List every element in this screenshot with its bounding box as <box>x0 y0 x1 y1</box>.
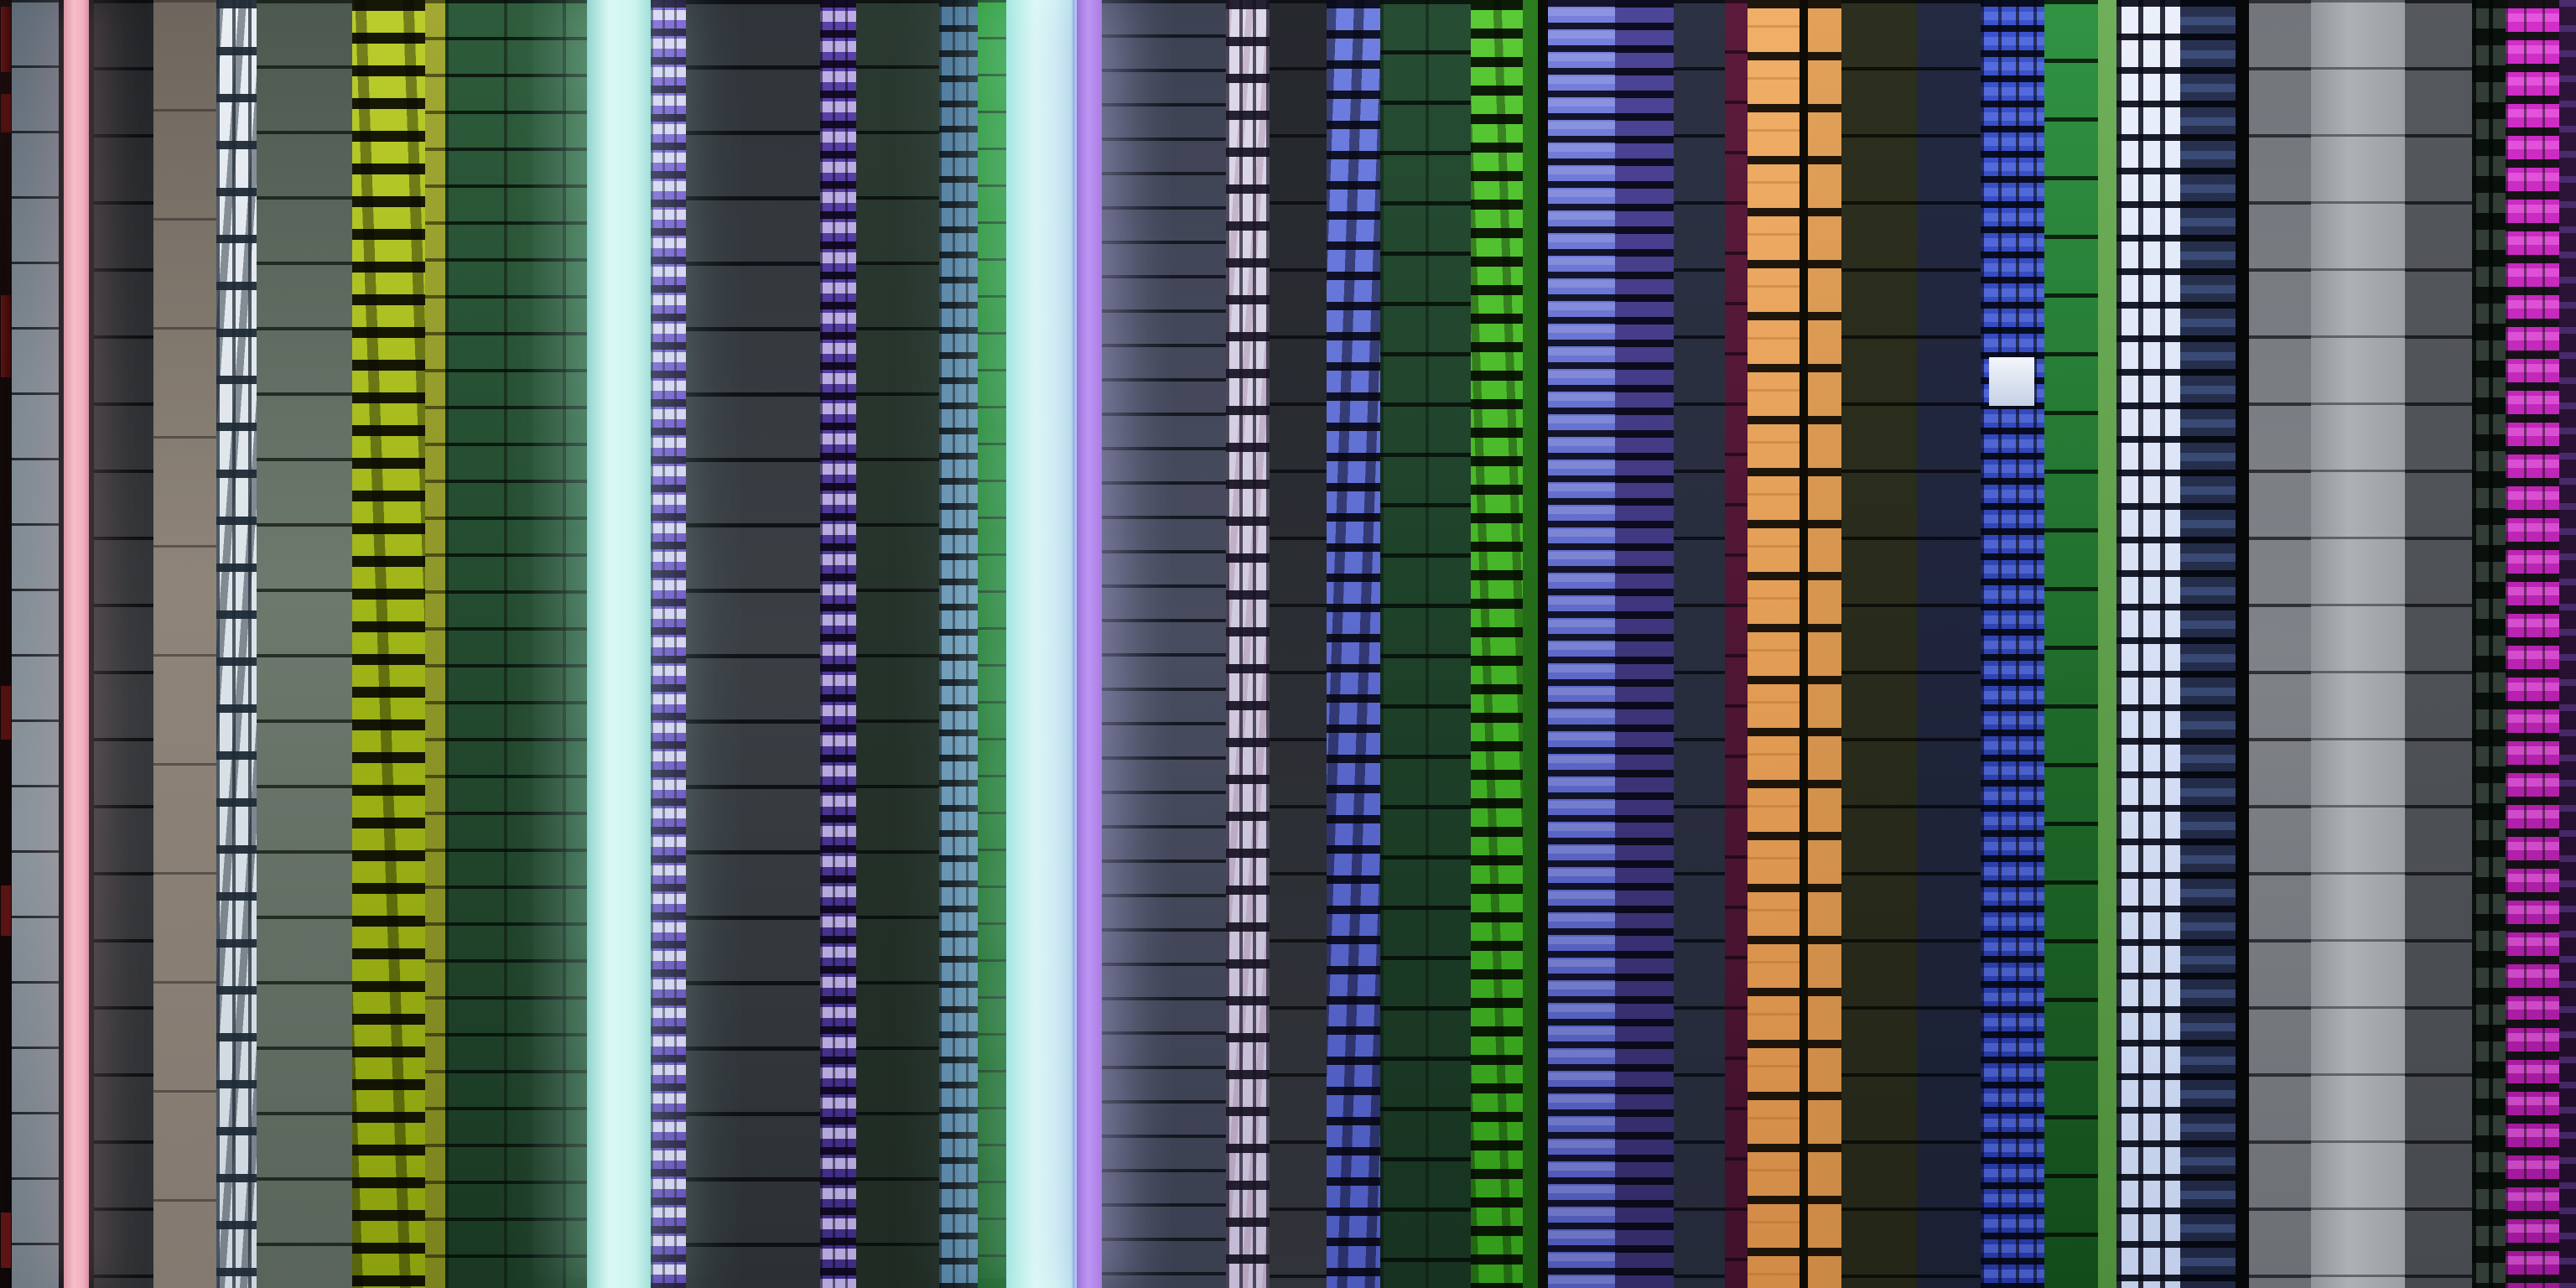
facade-yellow-window-column <box>352 0 425 1288</box>
facade-steelblue-window-column <box>939 0 978 1288</box>
facade-divider-4 <box>2236 0 2249 1288</box>
facade-green-strip <box>978 0 1006 1288</box>
facade-navy-panels <box>1917 0 1981 1288</box>
facade-orange-window-column-b <box>1808 0 1841 1288</box>
facade-purple-edge-right <box>2559 0 2576 1288</box>
red-window-block-6 <box>1 1213 11 1268</box>
facade-navy-window-column <box>2180 0 2236 1288</box>
red-window-block-5 <box>1 886 11 936</box>
facade-forest-green-glass-2 <box>1380 0 1471 1288</box>
facade-white-lattice-column <box>2116 0 2180 1288</box>
red-window-block-1 <box>1 7 11 72</box>
facade-orange-window-column-a <box>1748 0 1800 1288</box>
facade-lavender-glow-strip <box>1077 0 1102 1288</box>
red-window-block-4 <box>1 686 11 740</box>
facade-maroon-strip <box>1725 0 1748 1288</box>
facade-lightgray-panels <box>2311 0 2405 1288</box>
facade-royalblue-window-column <box>1981 0 2044 1288</box>
facade-periwinkle-slat-column <box>1548 0 1615 1288</box>
facade-dark-slate-panels <box>686 0 820 1288</box>
facade-green-subcolumn-2 <box>1523 0 1538 1288</box>
facade-blueviolet-window-column <box>1327 0 1380 1288</box>
facade-forest-green-glass <box>445 0 566 1288</box>
facade-darkgray-panels <box>2405 0 2472 1288</box>
facade-cyan-glow-column-1 <box>587 0 651 1288</box>
facade-pink-neon-strip <box>64 0 89 1288</box>
facade-taupe-band <box>153 0 216 1288</box>
facade-gray-panels <box>2249 0 2311 1288</box>
red-window-block-2 <box>1 94 11 132</box>
facade-darkolive-band <box>1841 0 1917 1288</box>
facade-pinkwhite-window-column <box>1226 0 1270 1288</box>
facade-edge-dark-left <box>0 0 12 1288</box>
facade-green-glass-column <box>2044 0 2098 1288</box>
facade-slate-panels <box>12 0 59 1288</box>
facade-darkgreen-panels <box>856 0 939 1288</box>
facade-violet-window-column-1 <box>651 0 686 1288</box>
facade-orange-mullion <box>1800 0 1808 1288</box>
facade-charcoal-panels <box>94 0 153 1288</box>
facade-sage-band <box>257 0 352 1288</box>
facade-brightgreen-window-column <box>1471 0 1523 1288</box>
facade-violet-window-column-2 <box>820 0 856 1288</box>
facade-mustard-strip <box>425 0 445 1288</box>
facade-divider-3 <box>1538 0 1548 1288</box>
facade-indigo-slat-column <box>1615 0 1674 1288</box>
facade-cyan-glow-column-2 <box>1006 0 1077 1288</box>
facade-yellowgreen-strip <box>2098 0 2116 1288</box>
facade-magenta-window-column <box>2506 0 2559 1288</box>
facade-green-subcolumn <box>566 0 587 1288</box>
facade-charcoal-panels-2 <box>1270 0 1327 1288</box>
facade-bluegray-panels <box>1102 0 1226 1288</box>
facade-divider-2 <box>89 0 94 1288</box>
red-window-block-3 <box>1 295 11 377</box>
facade-blackgreen-mullion-column <box>2472 0 2506 1288</box>
facade-white-window-column <box>216 0 257 1288</box>
facade-divider-1 <box>59 0 64 1288</box>
facade-slateblue-panels <box>1674 0 1725 1288</box>
lit-sign-block <box>1989 357 2034 406</box>
